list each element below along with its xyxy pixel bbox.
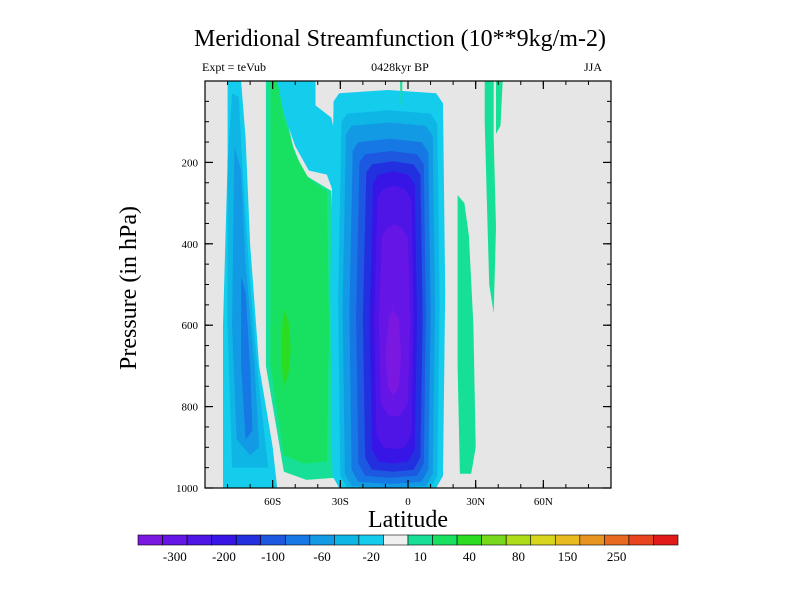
- colorbar-label: 40: [463, 549, 476, 564]
- colorbar-swatch: [407, 534, 433, 546]
- colorbar-swatch: [530, 534, 556, 546]
- colorbar-label: 250: [607, 549, 627, 564]
- colorbar-swatch: [505, 534, 532, 546]
- colorbar-swatch: [579, 534, 605, 546]
- colorbar-swatch: [481, 534, 507, 546]
- axis-ticks: 60S 30S 0 30N 60N 200 400 600 800 1000: [176, 81, 611, 508]
- x-tick-label: 30S: [332, 496, 349, 508]
- colorbar-swatch: [554, 534, 581, 546]
- contour-fill-layer: [223, 81, 503, 488]
- colorbar-swatch: [383, 534, 409, 546]
- y-tick-label: 400: [182, 239, 199, 251]
- colorbar-swatch: [604, 534, 630, 546]
- colorbar-swatch: [628, 534, 654, 546]
- colorbar-label: -60: [313, 549, 330, 564]
- colorbar-label: 80: [512, 549, 525, 564]
- colorbar: -300 -200 -100 -60 -20 10 40 80 150 250: [137, 534, 679, 564]
- x-tick-label: 60S: [264, 496, 281, 508]
- x-tick-label: 0: [405, 496, 411, 508]
- colorbar-swatch: [235, 534, 262, 546]
- colorbar-label: -100: [261, 549, 285, 564]
- y-tick-label: 200: [182, 157, 199, 169]
- contour-band: [457, 195, 476, 474]
- y-axis-title: Pressure (in hPa): [116, 206, 142, 370]
- colorbar-label: 150: [558, 549, 578, 564]
- colorbar-label: -200: [212, 549, 236, 564]
- colorbar-swatch: [162, 534, 188, 546]
- contour-band: [281, 308, 291, 387]
- colorbar-swatch: [334, 534, 360, 546]
- experiment-label: Expt = teVub: [202, 60, 267, 74]
- colorbar-swatch: [260, 534, 286, 546]
- colorbar-label: -20: [363, 549, 380, 564]
- colorbar-swatch: [653, 534, 679, 546]
- colorbar-swatch: [432, 534, 458, 546]
- y-tick-label: 600: [182, 320, 199, 332]
- chart-title: Meridional Streamfunction (10**9kg/m-2): [194, 26, 606, 52]
- colorbar-label: 10: [414, 549, 427, 564]
- y-tick-label: 800: [182, 402, 199, 414]
- contour-band: [496, 81, 503, 134]
- colorbar-swatch: [186, 534, 212, 546]
- contour-band: [400, 81, 403, 106]
- colorbar-swatch: [211, 534, 237, 546]
- colorbar-swatch: [456, 534, 482, 546]
- time-label: 0428kyr BP: [371, 60, 429, 74]
- colorbar-swatch: [358, 534, 384, 546]
- y-tick-label: 1000: [176, 483, 199, 495]
- colorbar-swatch: [284, 534, 311, 546]
- x-axis-title: Latitude: [368, 507, 448, 533]
- season-label: JJA: [583, 60, 602, 74]
- contour-band: [484, 81, 496, 313]
- contour-band: [241, 276, 253, 440]
- colorbar-swatch: [137, 534, 163, 546]
- colorbar-label: -300: [163, 549, 187, 564]
- contour-band: [385, 305, 402, 401]
- colorbar-swatch: [309, 534, 335, 546]
- x-tick-label: 60N: [534, 496, 553, 508]
- x-tick-label: 30N: [466, 496, 485, 508]
- contour-band: [277, 81, 339, 195]
